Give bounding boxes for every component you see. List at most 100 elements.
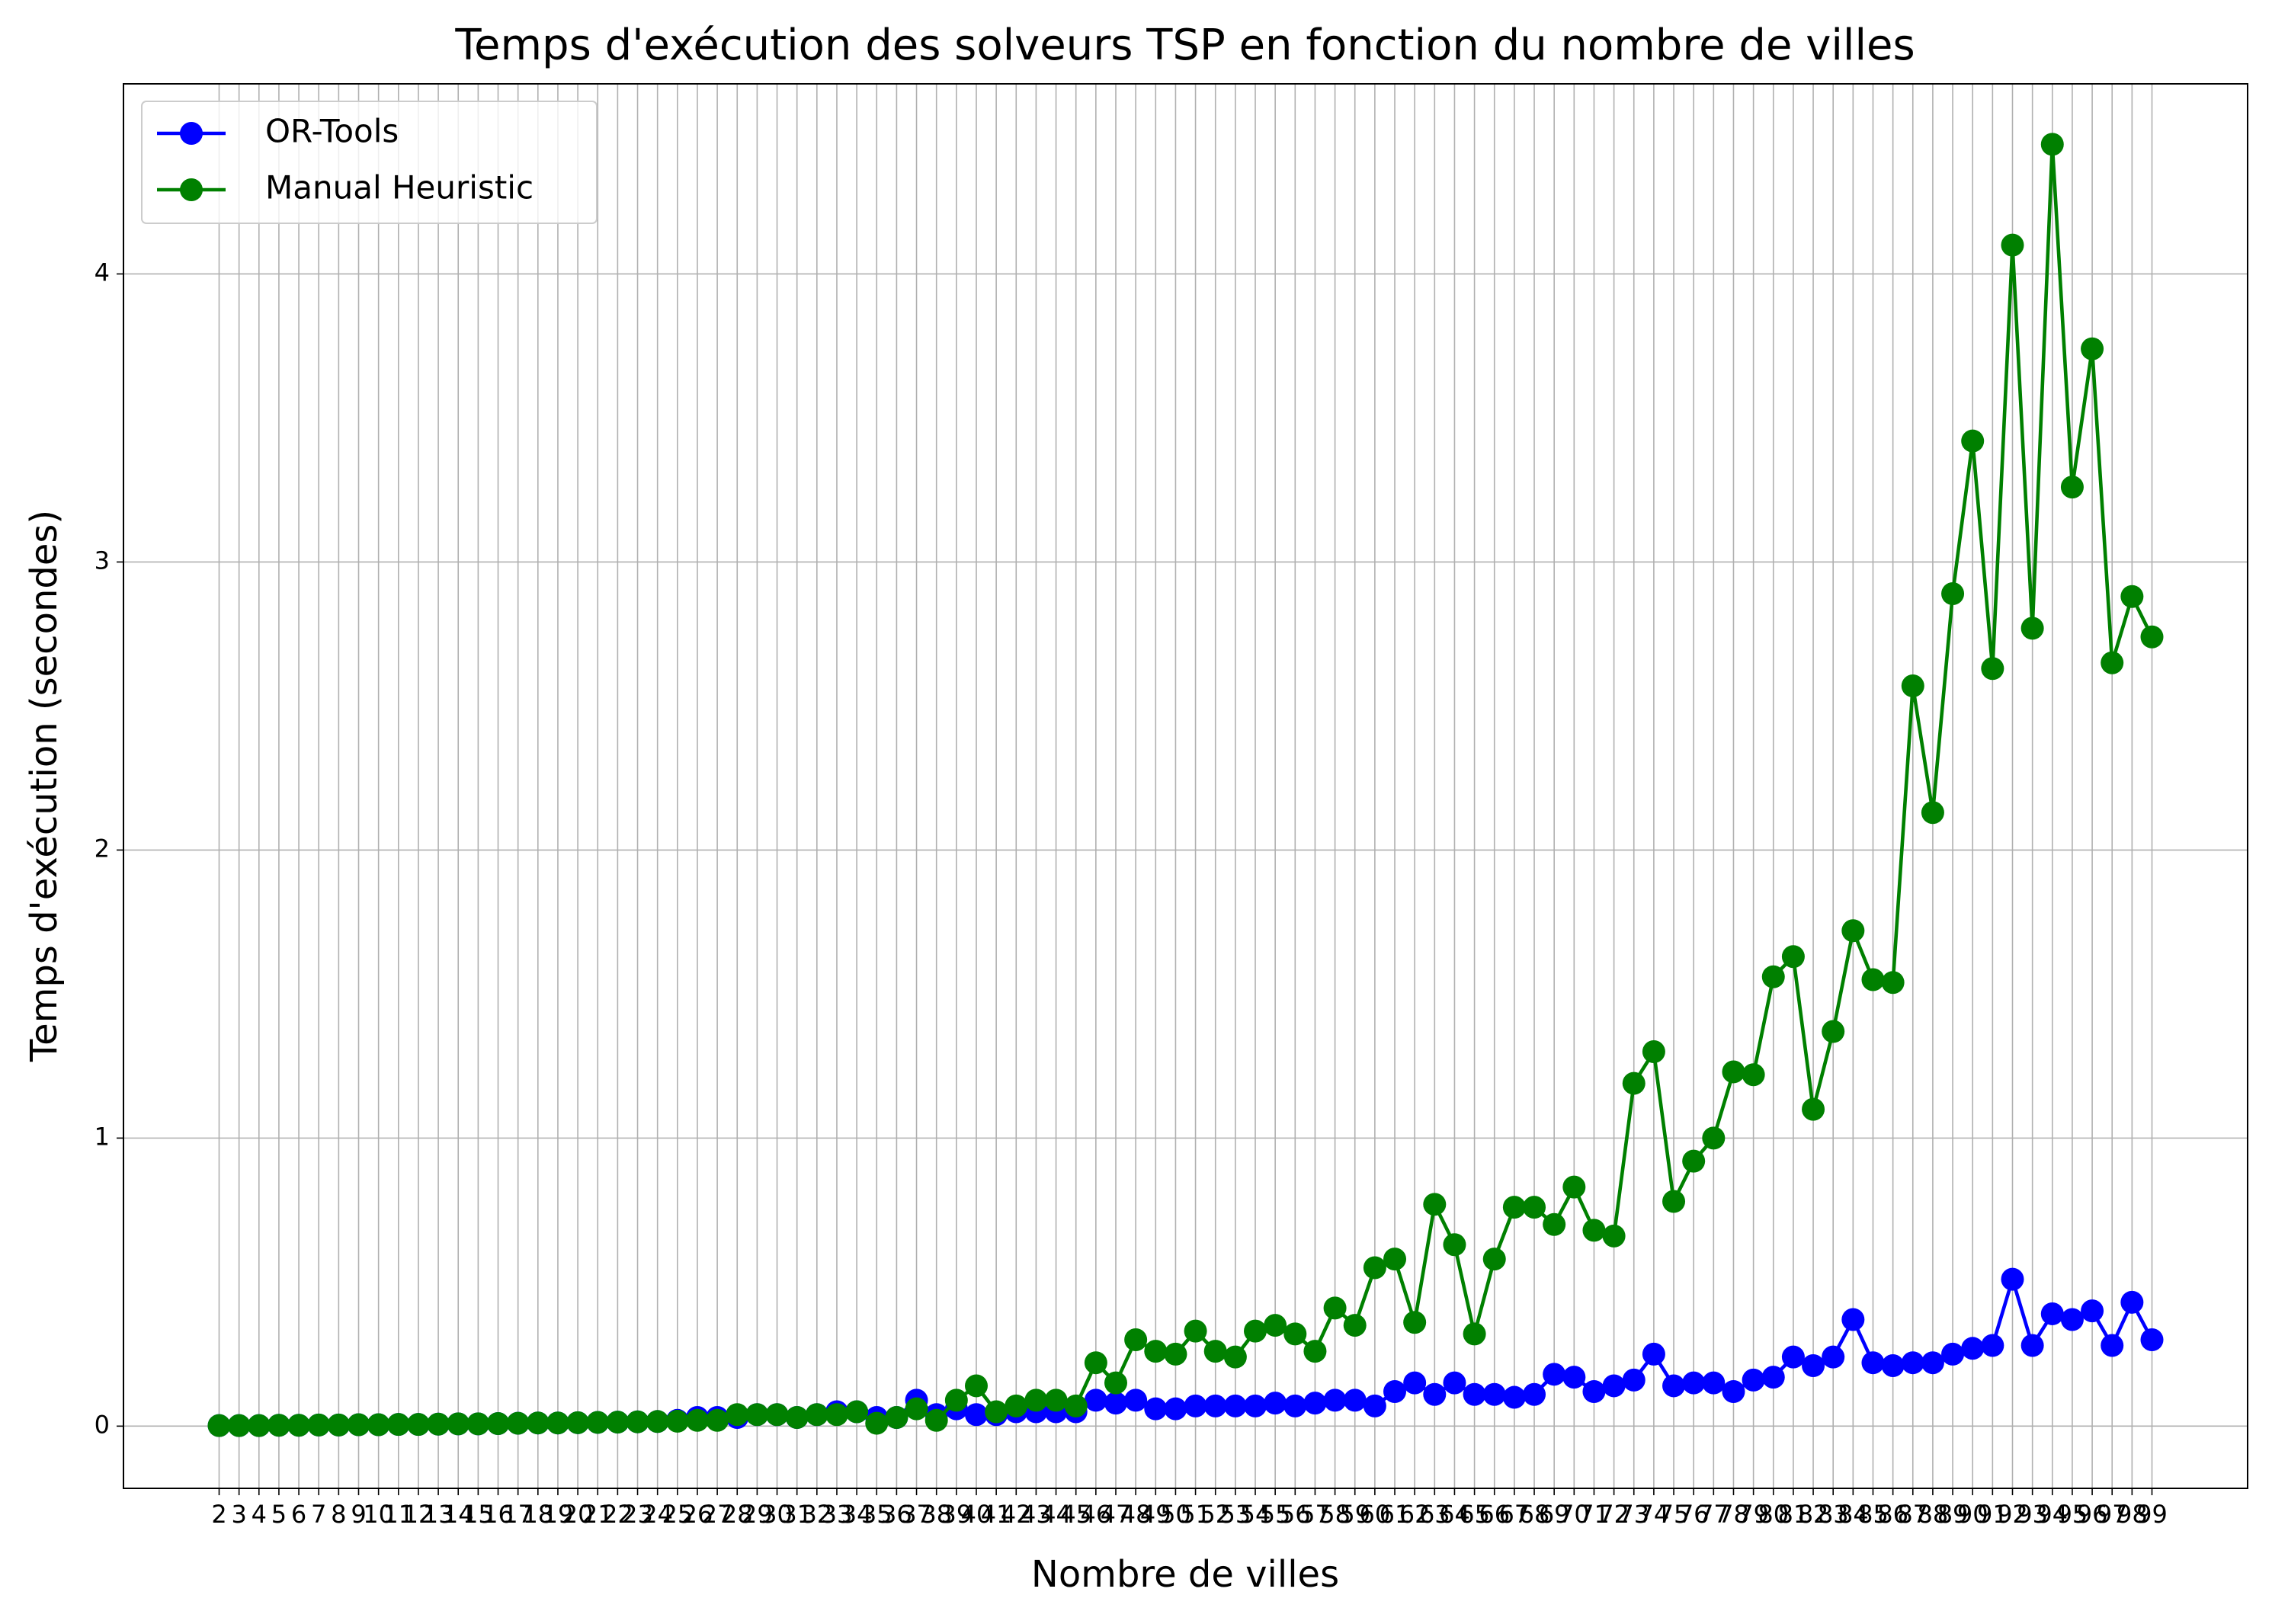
x-tick-label: 10 [363,1500,394,1529]
data-point [2020,617,2044,640]
data-point [765,1403,789,1427]
x-tick-label: 79 [1738,1500,1769,1529]
data-point [207,1414,231,1437]
data-point [2060,1308,2084,1331]
data-point [1164,1397,1187,1421]
data-point [1523,1382,1546,1406]
x-tick-label: 67 [1499,1500,1530,1529]
data-point [1144,1340,1168,1363]
x-tick-label: 23 [622,1500,653,1529]
data-point [1682,1371,1706,1395]
x-tick-label: 9 [351,1500,366,1529]
x-tick-label: 38 [921,1500,952,1529]
data-point [1264,1392,1287,1415]
data-point [1702,1371,1726,1395]
x-tick-label: 61 [1380,1500,1411,1529]
x-tick-label: 51 [1180,1500,1211,1529]
x-tick-label: 74 [1639,1500,1670,1529]
x-tick-label: 86 [1877,1500,1908,1529]
data-point [1323,1296,1347,1320]
x-tick-label: 44 [1040,1500,1072,1529]
x-tick-label: 18 [522,1500,553,1529]
data-point [726,1403,749,1427]
data-point [1543,1212,1566,1236]
x-tick-label: 24 [642,1500,673,1529]
x-tick-label: 8 [331,1500,346,1529]
data-point [1124,1389,1148,1412]
data-point [1602,1374,1626,1398]
data-point [2001,1267,2024,1291]
data-point [1383,1380,1407,1404]
x-tick-label: 42 [1001,1500,1032,1529]
data-point [1363,1256,1386,1280]
data-point [1761,965,1785,988]
data-point [1403,1311,1427,1334]
data-point [1562,1175,1586,1199]
data-point [925,1408,948,1432]
data-point [626,1410,649,1433]
y-tick-label: 3 [95,546,110,575]
x-tick-label: 35 [861,1500,892,1529]
x-tick-label: 26 [682,1500,713,1529]
x-tick-label: 76 [1678,1500,1710,1529]
x-tick-label: 95 [2057,1500,2088,1529]
x-tick-label: 32 [801,1500,832,1529]
data-point [685,1408,709,1432]
y-tick-label: 2 [95,834,110,863]
data-point [1303,1340,1327,1363]
x-tick-label: 7 [311,1500,326,1529]
data-point [1064,1394,1088,1417]
data-point [2140,625,2164,649]
data-point [2101,651,2124,674]
data-point [2081,1299,2104,1323]
legend-label: Manual Heuristic [265,169,534,207]
y-tick-label: 4 [95,258,110,287]
data-point [2120,585,2144,608]
x-tick-label: 85 [1857,1500,1889,1529]
x-tick-label: 89 [1937,1500,1969,1529]
data-point [1961,1337,1985,1360]
data-point [1024,1389,1048,1412]
data-point [2081,337,2104,360]
data-point [825,1403,848,1427]
x-tick-label: 87 [1897,1500,1928,1529]
x-tick-label: 29 [742,1500,773,1529]
data-point [526,1411,550,1435]
data-point [745,1403,769,1427]
data-point [386,1413,410,1437]
data-point [1981,1334,2004,1357]
data-point [1622,1071,1646,1095]
data-point [905,1397,928,1421]
x-tick-label: 64 [1439,1500,1470,1529]
legend-marker [180,178,203,201]
data-point [1482,1382,1506,1406]
data-point [1184,1319,1207,1343]
x-tick-label: 33 [822,1500,853,1529]
data-point [1662,1374,1686,1398]
chart-title: Temps d'exécution des solveurs TSP en fo… [454,21,1915,70]
data-point [1084,1351,1107,1375]
data-point [1961,429,1985,453]
x-tick-label: 30 [761,1500,793,1529]
data-point [1283,1394,1307,1417]
y-tick-label: 1 [95,1122,110,1151]
x-tick-label: 73 [1618,1500,1649,1529]
x-tick-label: 92 [1997,1500,2028,1529]
data-point [1164,1342,1187,1366]
data-point [1921,1351,1944,1375]
data-point [805,1403,828,1427]
data-point [1443,1371,1466,1395]
data-point [1104,1392,1127,1415]
data-point [944,1389,968,1412]
data-point [267,1414,290,1437]
data-point [1781,945,1805,969]
x-tick-label: 39 [941,1500,972,1529]
x-tick-label: 37 [901,1500,932,1529]
data-point [1443,1233,1466,1257]
data-point [1244,1319,1267,1343]
x-tick-label: 66 [1479,1500,1510,1529]
x-tick-label: 59 [1339,1500,1370,1529]
x-tick-label: 14 [443,1500,474,1529]
data-point [1502,1385,1526,1409]
data-point [427,1412,450,1436]
